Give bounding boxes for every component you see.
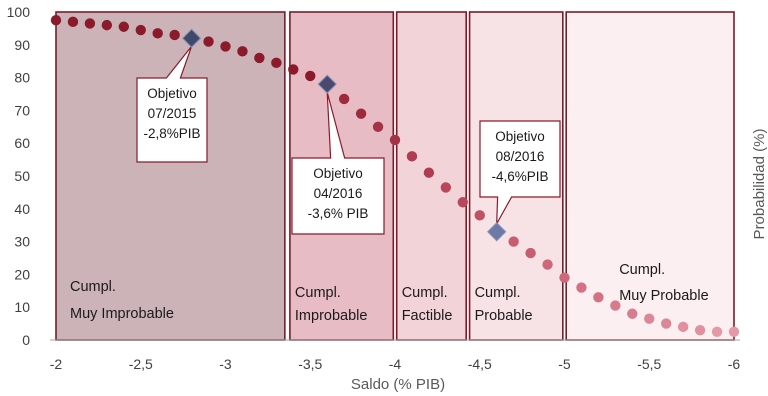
y-tick-label: 100 bbox=[7, 4, 31, 20]
x-tick-label: -3 bbox=[219, 356, 232, 372]
target-callout-text-1-line-1: Objetivo bbox=[147, 86, 197, 101]
x-tick-label: -2 bbox=[50, 356, 63, 372]
data-point bbox=[644, 313, 655, 324]
data-point bbox=[288, 64, 299, 75]
x-axis-title: Saldo (% PIB) bbox=[351, 376, 445, 393]
target-callout-text-2-line-3: -3,6% PIB bbox=[308, 206, 369, 221]
data-point bbox=[525, 247, 536, 259]
data-point bbox=[203, 36, 214, 47]
zone-label-3-line-2: Factible bbox=[402, 308, 453, 324]
data-point bbox=[67, 16, 79, 28]
y-tick-label: 10 bbox=[14, 299, 30, 315]
y-axis-title: Probabilidad (%) bbox=[751, 129, 768, 240]
data-point bbox=[559, 272, 570, 283]
x-tick-label: -6 bbox=[728, 356, 741, 372]
target-callout-text-3-line-3: -4,6%PIB bbox=[491, 169, 548, 184]
zone-label-1-line-2: Muy Improbable bbox=[70, 306, 174, 322]
data-point bbox=[305, 70, 316, 82]
target-callout-text-3-line-2: 08/2016 bbox=[496, 149, 545, 164]
y-tick-label: 0 bbox=[22, 332, 30, 348]
zone-rect-5 bbox=[565, 11, 735, 341]
data-point bbox=[661, 318, 672, 329]
data-point bbox=[440, 182, 452, 193]
data-point bbox=[84, 18, 96, 29]
data-point bbox=[389, 134, 401, 146]
y-tick-label: 80 bbox=[14, 70, 30, 86]
y-tick-label: 60 bbox=[14, 135, 30, 151]
x-tick-label: -5,5 bbox=[637, 356, 661, 372]
data-point bbox=[135, 24, 146, 36]
data-point bbox=[711, 326, 723, 337]
zone-label-1-line-1: Cumpl. bbox=[70, 279, 116, 295]
data-point bbox=[220, 41, 231, 52]
data-point bbox=[169, 29, 180, 41]
zone-label-5-line-1: Cumpl. bbox=[619, 262, 665, 278]
target-callout-text-2-line-1: Objetivo bbox=[313, 166, 363, 181]
data-point bbox=[627, 308, 638, 319]
y-tick-label: 90 bbox=[14, 37, 30, 53]
target-callout-text-2-line-2: 04/2016 bbox=[314, 186, 363, 201]
target-marker-3 bbox=[486, 222, 507, 242]
data-point bbox=[355, 108, 367, 119]
target-callout-text-1-line-3: -2,8%PIB bbox=[143, 126, 200, 141]
data-point bbox=[271, 57, 282, 69]
x-tick-label: -4 bbox=[389, 356, 402, 372]
zone-label-5-line-2: Muy Probable bbox=[619, 288, 708, 304]
zone-label-4-line-1: Cumpl. bbox=[475, 285, 521, 301]
zone-label-3-line-1: Cumpl. bbox=[402, 285, 448, 301]
zone-label-2-line-2: Improbable bbox=[295, 308, 368, 324]
data-point bbox=[457, 197, 468, 208]
data-point bbox=[406, 151, 418, 162]
data-point bbox=[677, 321, 689, 333]
target-callout-box-2 bbox=[291, 92, 385, 235]
data-point bbox=[237, 46, 248, 57]
y-tick-label: 70 bbox=[14, 102, 30, 118]
x-tick-label: -2,5 bbox=[129, 356, 153, 372]
y-tick-label: 40 bbox=[14, 201, 30, 217]
data-point bbox=[101, 19, 113, 31]
target-marker-1 bbox=[181, 28, 202, 48]
data-point bbox=[694, 324, 706, 336]
y-tick-label: 20 bbox=[14, 266, 30, 282]
zone-label-2-line-1: Cumpl. bbox=[295, 285, 341, 301]
data-point bbox=[372, 121, 384, 132]
y-tick-label: 50 bbox=[14, 168, 30, 184]
target-callout-text-3-line-1: Objetivo bbox=[495, 129, 545, 144]
data-point bbox=[338, 93, 350, 105]
zone-rect-1 bbox=[55, 11, 286, 341]
target-callout-box-3 bbox=[479, 120, 561, 225]
data-point bbox=[728, 326, 740, 337]
x-tick-label: -4,5 bbox=[468, 356, 492, 372]
target-callout-box-1 bbox=[136, 45, 208, 163]
data-point bbox=[118, 21, 129, 32]
data-point bbox=[610, 300, 621, 311]
data-point bbox=[593, 292, 604, 303]
target-marker-2 bbox=[317, 74, 337, 94]
target-callout-text-1-line-2: 07/2015 bbox=[148, 106, 197, 121]
data-point bbox=[423, 167, 435, 178]
x-tick-label: -3,5 bbox=[298, 356, 322, 372]
x-tick-label: -5 bbox=[558, 356, 571, 372]
y-tick-label: 30 bbox=[14, 234, 30, 250]
data-point bbox=[474, 210, 485, 221]
data-point bbox=[542, 259, 553, 270]
data-point bbox=[254, 52, 265, 64]
data-point bbox=[576, 282, 587, 293]
data-point bbox=[508, 236, 519, 247]
data-point bbox=[50, 15, 62, 26]
data-point bbox=[152, 28, 163, 39]
zone-label-4-line-2: Probable bbox=[475, 308, 533, 324]
